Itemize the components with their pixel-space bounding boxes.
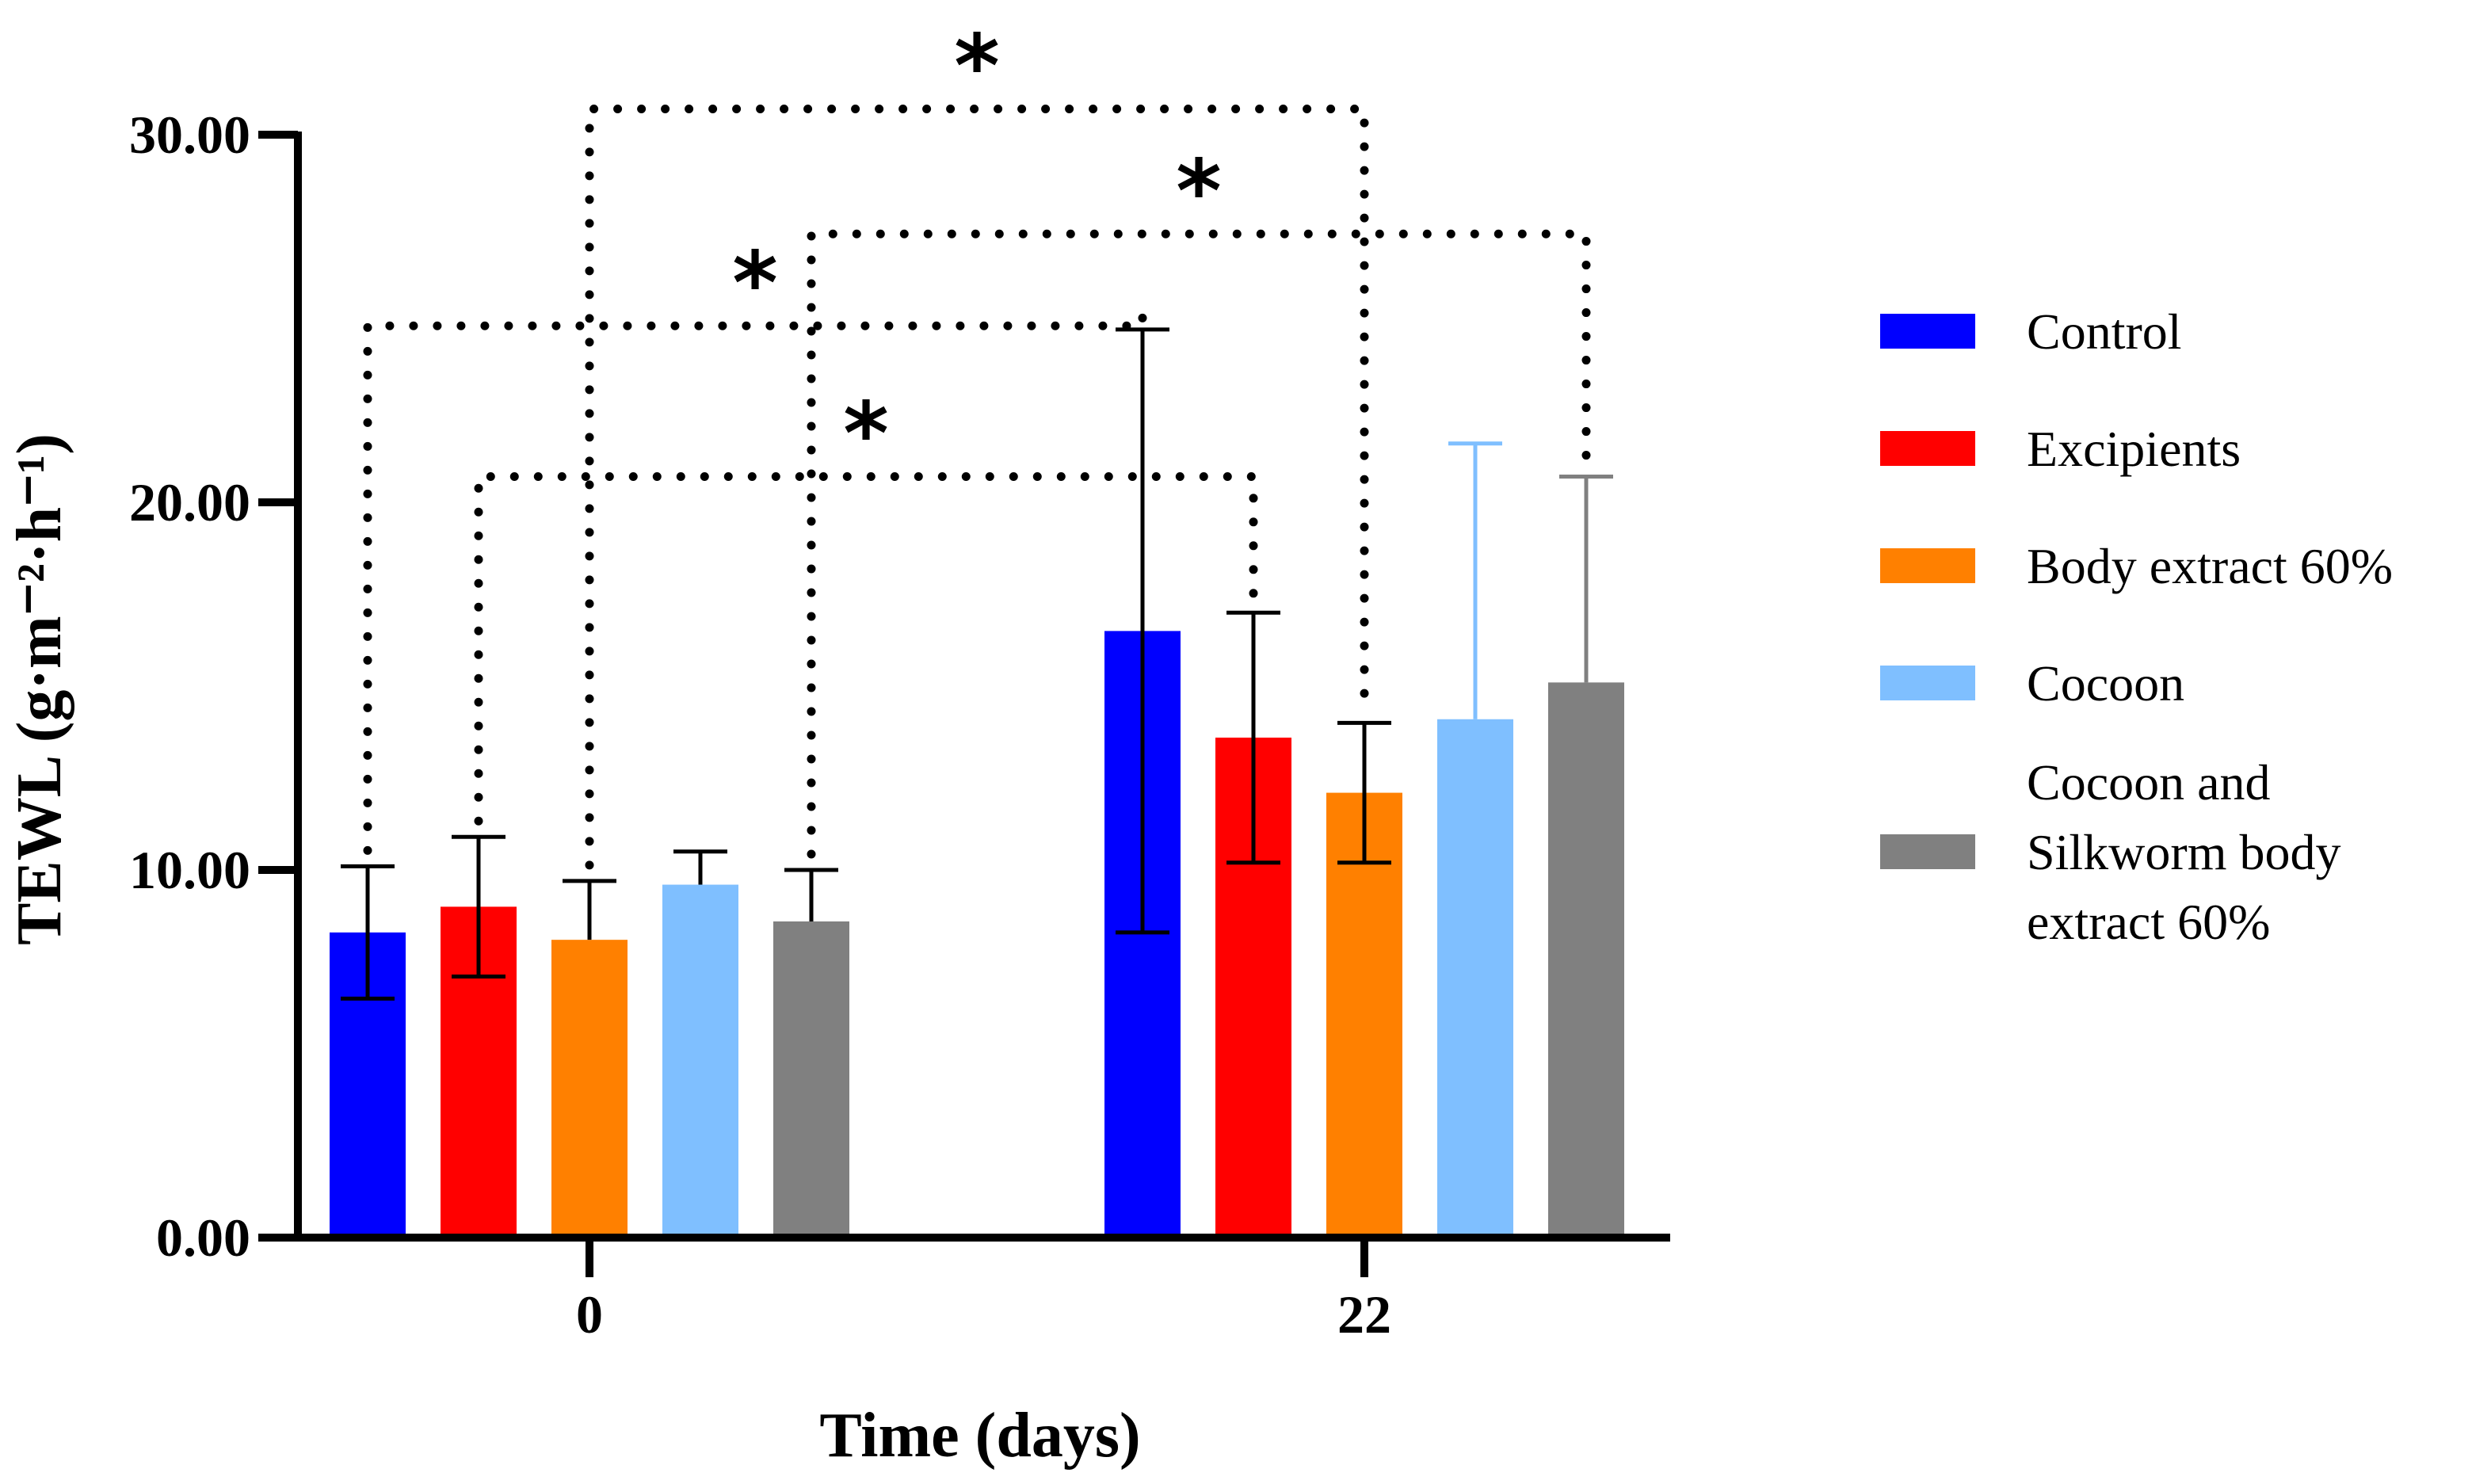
legend-label-4-2: extract 60%	[2027, 894, 2270, 950]
bar-3-1	[1437, 719, 1513, 1238]
error-bar-1-0	[452, 834, 505, 979]
legend-label-0: Control	[2027, 303, 2182, 360]
axes: 0.00 10.00 20.00 30.00 0 22	[129, 105, 1670, 1345]
legend-label-4-0: Cocoon and	[2027, 754, 2271, 811]
significance-bracket-0	[363, 309, 1147, 855]
x-tick-label-0: 0	[576, 1284, 603, 1345]
bars	[330, 631, 1624, 1238]
x-axis-title: Time (days)	[819, 1401, 1140, 1471]
legend-label-4-1: Silkworm body	[2027, 824, 2340, 880]
error-bar-0-1	[1116, 327, 1169, 935]
y-tick-label-0: 0.00	[156, 1207, 250, 1268]
bar-2-0	[551, 940, 628, 1238]
y-tick-label-2: 20.00	[129, 472, 250, 532]
error-bar-4-1	[1559, 475, 1613, 683]
legend-item-2: Body extract 60%	[1880, 538, 2393, 594]
y-tick-label-3: 30.00	[129, 105, 250, 165]
error-bar-2-0	[563, 879, 616, 940]
error-bar-1-1	[1226, 610, 1280, 865]
significance-bracket-3	[807, 229, 1591, 859]
error-bars	[341, 327, 1613, 1001]
error-bar-4-0	[784, 868, 838, 921]
legend-swatch-1	[1880, 431, 1975, 466]
y-tick-label-1: 10.00	[129, 840, 250, 900]
bar-4-1	[1548, 682, 1624, 1238]
significance-brackets: * * * *	[363, 16, 1591, 870]
legend-swatch-3	[1880, 666, 1975, 700]
legend: Control Excipients Body extract 60% Cocoon C…	[1880, 303, 2393, 950]
legend-item-3: Cocoon	[1880, 655, 2184, 711]
bar-3-0	[662, 884, 738, 1238]
bar-4-0	[773, 921, 849, 1238]
legend-swatch-4	[1880, 834, 1975, 869]
error-bar-2-1	[1337, 720, 1391, 865]
legend-item-4: Cocoon and Silkworm body extract 60%	[1880, 754, 2340, 950]
significance-star-0: *	[732, 232, 778, 334]
error-bar-3-0	[673, 849, 727, 885]
legend-swatch-2	[1880, 548, 1975, 583]
legend-swatch-0	[1880, 314, 1975, 349]
labels: Time (days) TEWL (g·m⁻²·h⁻¹)	[5, 433, 1141, 1471]
legend-label-3: Cocoon	[2027, 655, 2184, 711]
error-bar-0-0	[341, 864, 395, 1001]
legend-item-1: Excipients	[1880, 421, 2241, 477]
significance-star-1: *	[843, 383, 889, 485]
legend-item-0: Control	[1880, 303, 2182, 360]
y-axis-title: TEWL (g·m⁻²·h⁻¹)	[5, 433, 74, 945]
legend-label-2: Body extract 60%	[2027, 538, 2393, 594]
error-bar-3-1	[1448, 441, 1502, 719]
significance-bracket-2	[585, 105, 1369, 870]
legend-label-1: Excipients	[2027, 421, 2241, 477]
significance-star-2: *	[954, 16, 1000, 117]
bar-2-1	[1326, 792, 1402, 1238]
significance-star-3: *	[1176, 140, 1222, 242]
x-tick-label-1: 22	[1337, 1284, 1391, 1345]
